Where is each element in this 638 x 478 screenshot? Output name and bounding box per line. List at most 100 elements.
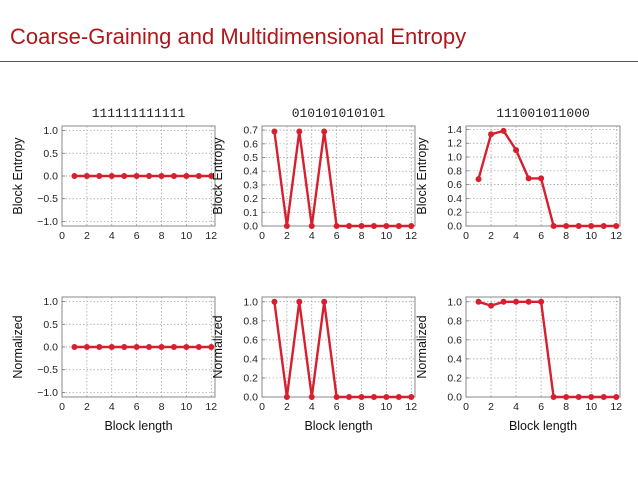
y-tick-label: 0.6 bbox=[243, 334, 258, 346]
data-point bbox=[133, 173, 140, 179]
data-point bbox=[296, 128, 303, 135]
data-point bbox=[321, 298, 328, 305]
x-tick-label: 0 bbox=[259, 401, 265, 413]
x-tick-label: 0 bbox=[59, 230, 65, 242]
y-tick-label: −0.5 bbox=[37, 193, 58, 205]
y-tick-label: 0.2 bbox=[243, 193, 258, 205]
x-tick-label: 2 bbox=[84, 401, 90, 413]
x-axis-label: Block length bbox=[304, 419, 372, 433]
y-tick-label: 1.0 bbox=[43, 296, 58, 308]
x-tick-label: 0 bbox=[259, 230, 265, 242]
plot-frame bbox=[465, 296, 621, 398]
data-point bbox=[283, 223, 290, 229]
y-tick-label: 0.0 bbox=[43, 171, 58, 183]
y-tick-label: 1.0 bbox=[447, 152, 462, 164]
data-point bbox=[550, 223, 557, 229]
data-point bbox=[71, 344, 78, 350]
y-tick-label: −0.5 bbox=[37, 364, 58, 376]
data-point bbox=[195, 173, 202, 179]
data-point bbox=[600, 223, 607, 229]
data-point bbox=[475, 298, 482, 305]
data-point bbox=[183, 173, 190, 179]
x-tick-label: 2 bbox=[284, 230, 290, 242]
data-point bbox=[613, 223, 620, 229]
data-point bbox=[208, 173, 215, 179]
x-tick-label: 10 bbox=[381, 230, 393, 242]
data-point bbox=[383, 394, 390, 400]
y-tick-label: 0.0 bbox=[447, 221, 462, 233]
data-point bbox=[358, 394, 365, 400]
data-point bbox=[475, 176, 482, 183]
data-point bbox=[158, 173, 165, 179]
data-point bbox=[538, 175, 545, 182]
data-point bbox=[488, 302, 495, 309]
data-point bbox=[613, 394, 620, 400]
x-tick-label: 8 bbox=[359, 401, 365, 413]
x-tick-label: 8 bbox=[159, 401, 165, 413]
x-tick-label: 2 bbox=[488, 230, 494, 242]
y-tick-label: 0.5 bbox=[43, 319, 58, 331]
x-tick-label: 6 bbox=[334, 401, 340, 413]
y-tick-label: 0.3 bbox=[243, 179, 258, 191]
x-tick-label: 4 bbox=[309, 401, 315, 413]
data-point bbox=[108, 173, 115, 179]
data-point bbox=[308, 394, 315, 400]
y-tick-label: 0.2 bbox=[447, 207, 462, 219]
data-point bbox=[121, 344, 128, 350]
y-tick-label: −1.0 bbox=[37, 387, 58, 399]
data-point bbox=[346, 394, 353, 400]
y-axis-label: Block Entropy bbox=[211, 137, 225, 215]
data-point bbox=[383, 223, 390, 229]
y-tick-label: 0.5 bbox=[243, 152, 258, 164]
data-point bbox=[563, 394, 570, 400]
series-line bbox=[273, 131, 412, 228]
chart-panel-2: 010101010101 0 2 4 6 8 10 12 0.70.6 0.5 0.40.3 0.2 0… bbox=[211, 106, 417, 242]
x-tick-label: 6 bbox=[538, 230, 544, 242]
x-tick-label: 2 bbox=[488, 401, 494, 413]
data-point bbox=[271, 128, 278, 135]
data-point bbox=[550, 394, 557, 400]
y-tick-label: 0.8 bbox=[243, 315, 258, 327]
data-point bbox=[588, 394, 595, 400]
data-point bbox=[296, 298, 303, 305]
data-point bbox=[308, 223, 315, 229]
x-tick-label: 6 bbox=[334, 230, 340, 242]
data-point bbox=[525, 175, 532, 182]
y-tick-label: 0.6 bbox=[447, 334, 462, 346]
y-tick-label: 0.8 bbox=[447, 315, 462, 327]
x-tick-label: 4 bbox=[109, 401, 115, 413]
data-point bbox=[96, 173, 103, 179]
x-tick-label: 10 bbox=[381, 401, 393, 413]
data-point bbox=[395, 394, 402, 400]
y-tick-label: 0.7 bbox=[243, 125, 258, 137]
x-tick-label: 6 bbox=[134, 401, 140, 413]
data-point bbox=[575, 394, 582, 400]
y-tick-label: 0.4 bbox=[243, 166, 258, 178]
data-point bbox=[170, 344, 177, 350]
data-point bbox=[395, 223, 402, 229]
data-point bbox=[158, 344, 165, 350]
chart-panel-5: 0 2 4 6 8 10 12 1.0 0.8 0.6 0.4 0.2 0.0 Normalized Blo… bbox=[211, 296, 417, 433]
y-tick-label: 0.5 bbox=[43, 148, 58, 160]
x-tick-label: 8 bbox=[159, 230, 165, 242]
x-tick-label: 10 bbox=[585, 230, 597, 242]
data-point bbox=[208, 344, 215, 350]
data-point bbox=[83, 344, 90, 350]
data-point bbox=[370, 394, 377, 400]
y-tick-label: 0.0 bbox=[243, 221, 258, 233]
x-tick-label: 0 bbox=[59, 401, 65, 413]
y-tick-label: 0.2 bbox=[447, 372, 462, 384]
chart-panel-1: 111111111111 0 2 4 6 8 10 12 1.0 0.5 0.0 −0.5 −1.0 Bl… bbox=[11, 106, 217, 242]
chart-panel-4: 0 2 4 6 8 10 12 1.0 0.5 0.0 −0.5 −1.0 Normalized Bloc… bbox=[11, 296, 217, 433]
y-tick-label: 0.4 bbox=[243, 353, 258, 365]
data-point bbox=[346, 223, 353, 229]
x-tick-label: 6 bbox=[538, 401, 544, 413]
data-point bbox=[600, 394, 607, 400]
x-tick-label: 8 bbox=[563, 230, 569, 242]
chart-panel-6: 0 2 4 6 8 10 12 1.0 0.8 0.6 0.4 0.2 0.0 Normalized Blo… bbox=[415, 296, 622, 433]
x-tick-label: 4 bbox=[513, 230, 519, 242]
y-tick-label: 0.1 bbox=[243, 207, 258, 219]
x-tick-label: 2 bbox=[84, 230, 90, 242]
series-line bbox=[478, 300, 617, 399]
